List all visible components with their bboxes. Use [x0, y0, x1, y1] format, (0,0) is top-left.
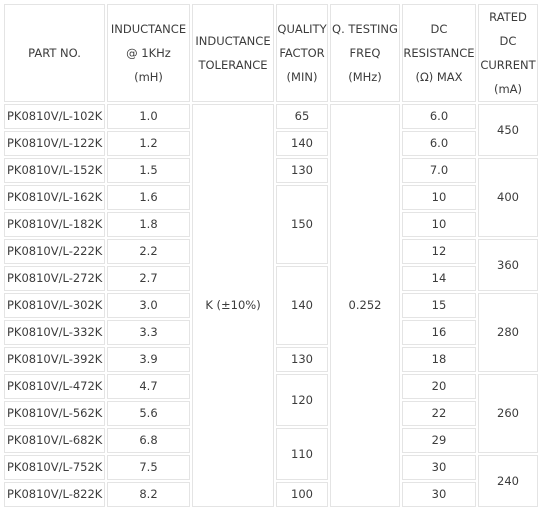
rated-current-cell: 360 [478, 239, 538, 291]
dc-resistance-cell: 14 [402, 266, 476, 291]
table-row: PK0810V/L-752K 7.5 30 240 [4, 455, 538, 507]
part-number-cell: PK0810V/L-822K [4, 482, 105, 507]
table-row: PK0810V/L-122K 1.2 140 6.0 [4, 131, 538, 156]
part-number-cell: PK0810V/L-162K [4, 185, 105, 210]
quality-factor-cell: 100 [276, 482, 328, 507]
part-number-cell: PK0810V/L-332K [4, 320, 105, 345]
table-row: PK0810V/L-222K 2.2 12 360 [4, 239, 538, 291]
rated-current-cell: 450 [478, 104, 538, 156]
table-row: PK0810V/L-822K 8.2 100 30 [4, 482, 538, 507]
part-number-cell: PK0810V/L-752K [4, 455, 105, 480]
part-number-cell: PK0810V/L-102K [4, 104, 105, 129]
table-row: PK0810V/L-392K 3.9 130 18 [4, 347, 538, 372]
dc-resistance-cell: 30 [402, 482, 476, 507]
q-testing-freq-cell: 0.252 [330, 104, 400, 507]
inductance-cell: 3.3 [107, 320, 190, 345]
part-number-cell: PK0810V/L-472K [4, 374, 105, 399]
header-part-no: PART NO. [4, 4, 105, 102]
table-row: PK0810V/L-182K 1.8 10 [4, 212, 538, 237]
dc-resistance-cell: 10 [402, 212, 476, 237]
rated-current-cell: 280 [478, 293, 538, 372]
part-number-cell: PK0810V/L-562K [4, 401, 105, 426]
rated-current-cell: 400 [478, 158, 538, 237]
table-row: PK0810V/L-472K 4.7 120 20 260 [4, 374, 538, 453]
part-number-cell: PK0810V/L-302K [4, 293, 105, 318]
header-inductance: INDUCTANCE @ 1KHz (mH) [107, 4, 190, 102]
inductance-cell: 5.6 [107, 401, 190, 426]
part-number-cell: PK0810V/L-122K [4, 131, 105, 156]
inductance-cell: 2.7 [107, 266, 190, 291]
tolerance-cell: K (±10%) [192, 104, 274, 507]
table-row: PK0810V/L-152K 1.5 130 7.0 400 [4, 158, 538, 237]
part-number-cell: PK0810V/L-222K [4, 239, 105, 264]
header-quality-factor: QUALITY FACTOR (MIN) [276, 4, 328, 102]
inductance-cell: 1.0 [107, 104, 190, 129]
quality-factor-cell: 140 [276, 131, 328, 156]
dc-resistance-cell: 16 [402, 320, 476, 345]
part-number-cell: PK0810V/L-182K [4, 212, 105, 237]
quality-factor-cell: 150 [276, 185, 328, 264]
table-row: PK0810V/L-332K 3.3 16 [4, 320, 538, 345]
dc-resistance-cell: 7.0 [402, 158, 476, 183]
rated-current-cell: 240 [478, 455, 538, 507]
quality-factor-cell: 110 [276, 428, 328, 480]
inductance-cell: 1.6 [107, 185, 190, 210]
quality-factor-cell: 140 [276, 266, 328, 345]
dc-resistance-cell: 29 [402, 428, 476, 453]
table-row: PK0810V/L-272K 2.7 140 14 [4, 266, 538, 345]
part-number-cell: PK0810V/L-272K [4, 266, 105, 291]
dc-resistance-cell: 12 [402, 239, 476, 264]
dc-resistance-cell: 30 [402, 455, 476, 480]
dc-resistance-cell: 20 [402, 374, 476, 399]
header-q-testing-freq: Q. TESTING FREQ (MHz) [330, 4, 400, 102]
dc-resistance-cell: 15 [402, 293, 476, 318]
inductance-cell: 2.2 [107, 239, 190, 264]
dc-resistance-cell: 6.0 [402, 131, 476, 156]
table-row: PK0810V/L-162K 1.6 150 10 [4, 185, 538, 264]
part-number-cell: PK0810V/L-682K [4, 428, 105, 453]
inductance-cell: 1.5 [107, 158, 190, 183]
table-row: PK0810V/L-302K 3.0 15 280 [4, 293, 538, 372]
inductance-cell: 1.8 [107, 212, 190, 237]
quality-factor-cell: 120 [276, 374, 328, 426]
header-row: PART NO. INDUCTANCE @ 1KHz (mH) INDUCTAN… [4, 4, 538, 102]
quality-factor-cell: 130 [276, 158, 328, 183]
table-row: PK0810V/L-682K 6.8 110 29 [4, 428, 538, 480]
dc-resistance-cell: 22 [402, 401, 476, 426]
inductance-cell: 1.2 [107, 131, 190, 156]
inductance-cell: 3.0 [107, 293, 190, 318]
inductance-cell: 4.7 [107, 374, 190, 399]
dc-resistance-cell: 18 [402, 347, 476, 372]
rated-current-cell: 260 [478, 374, 538, 453]
header-tolerance: INDUCTANCE TOLERANCE [192, 4, 274, 102]
inductance-cell: 7.5 [107, 455, 190, 480]
header-dc-resistance: DC RESISTANCE (Ω) MAX [402, 4, 476, 102]
part-number-cell: PK0810V/L-392K [4, 347, 105, 372]
inductance-cell: 8.2 [107, 482, 190, 507]
part-number-cell: PK0810V/L-152K [4, 158, 105, 183]
inductance-cell: 6.8 [107, 428, 190, 453]
dc-resistance-cell: 6.0 [402, 104, 476, 129]
quality-factor-cell: 65 [276, 104, 328, 129]
table-row: PK0810V/L-102K 1.0 K (±10%) 65 0.252 6.0… [4, 104, 538, 507]
quality-factor-cell: 130 [276, 347, 328, 372]
inductance-cell: 3.9 [107, 347, 190, 372]
header-rated-current: RATED DC CURRENT (mA) [478, 4, 538, 102]
table-row: PK0810V/L-562K 5.6 22 [4, 401, 538, 426]
inductor-spec-table: PART NO. INDUCTANCE @ 1KHz (mH) INDUCTAN… [2, 2, 540, 509]
dc-resistance-cell: 10 [402, 185, 476, 210]
